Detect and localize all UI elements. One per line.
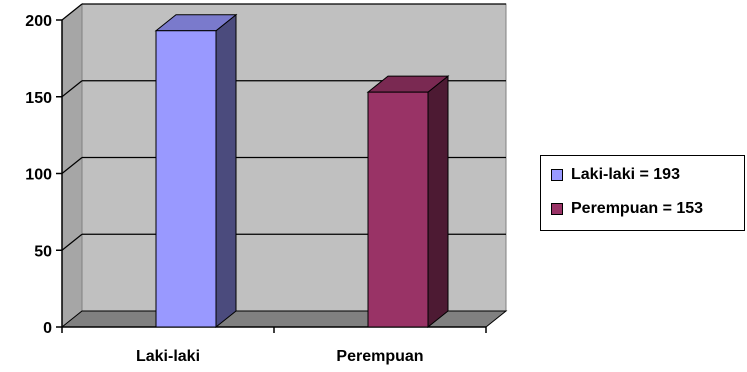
legend-label-perempuan: Perempuan = 153 <box>571 200 704 217</box>
bar-side <box>427 75 449 329</box>
bar-front <box>367 91 429 328</box>
bars <box>154 13 450 329</box>
x-axis: Laki-laki Perempuan <box>61 326 487 365</box>
legend-swatch-laki-laki <box>551 169 563 181</box>
legend-swatch-perempuan <box>551 203 563 215</box>
gridline-side <box>61 157 83 174</box>
legend: Laki-laki = 193 Perempuan = 153 <box>540 155 745 231</box>
x-tick-label: Perempuan <box>336 348 423 365</box>
y-tick-label: 150 <box>25 90 52 107</box>
bar-side <box>215 13 237 329</box>
gridline-side <box>61 3 83 21</box>
bar-perempuan <box>366 75 450 329</box>
legend-item-perempuan: Perempuan = 153 <box>551 200 703 218</box>
y-tick-label: 200 <box>25 13 52 30</box>
bar-front <box>155 30 217 328</box>
y-tick-label: 100 <box>25 167 52 184</box>
legend-item-laki-laki: Laki-laki = 193 <box>551 166 680 184</box>
legend-label-laki-laki: Laki-laki = 193 <box>571 166 680 183</box>
y-axis: 0 50 100 150 200 <box>25 13 63 337</box>
bar-laki-laki <box>154 13 238 329</box>
gridline-side <box>61 233 83 251</box>
y-tick-label: 50 <box>34 243 52 260</box>
y-tick-label: 0 <box>43 320 52 337</box>
x-tick-label: Laki-laki <box>136 348 200 365</box>
gridline-side <box>61 80 83 98</box>
